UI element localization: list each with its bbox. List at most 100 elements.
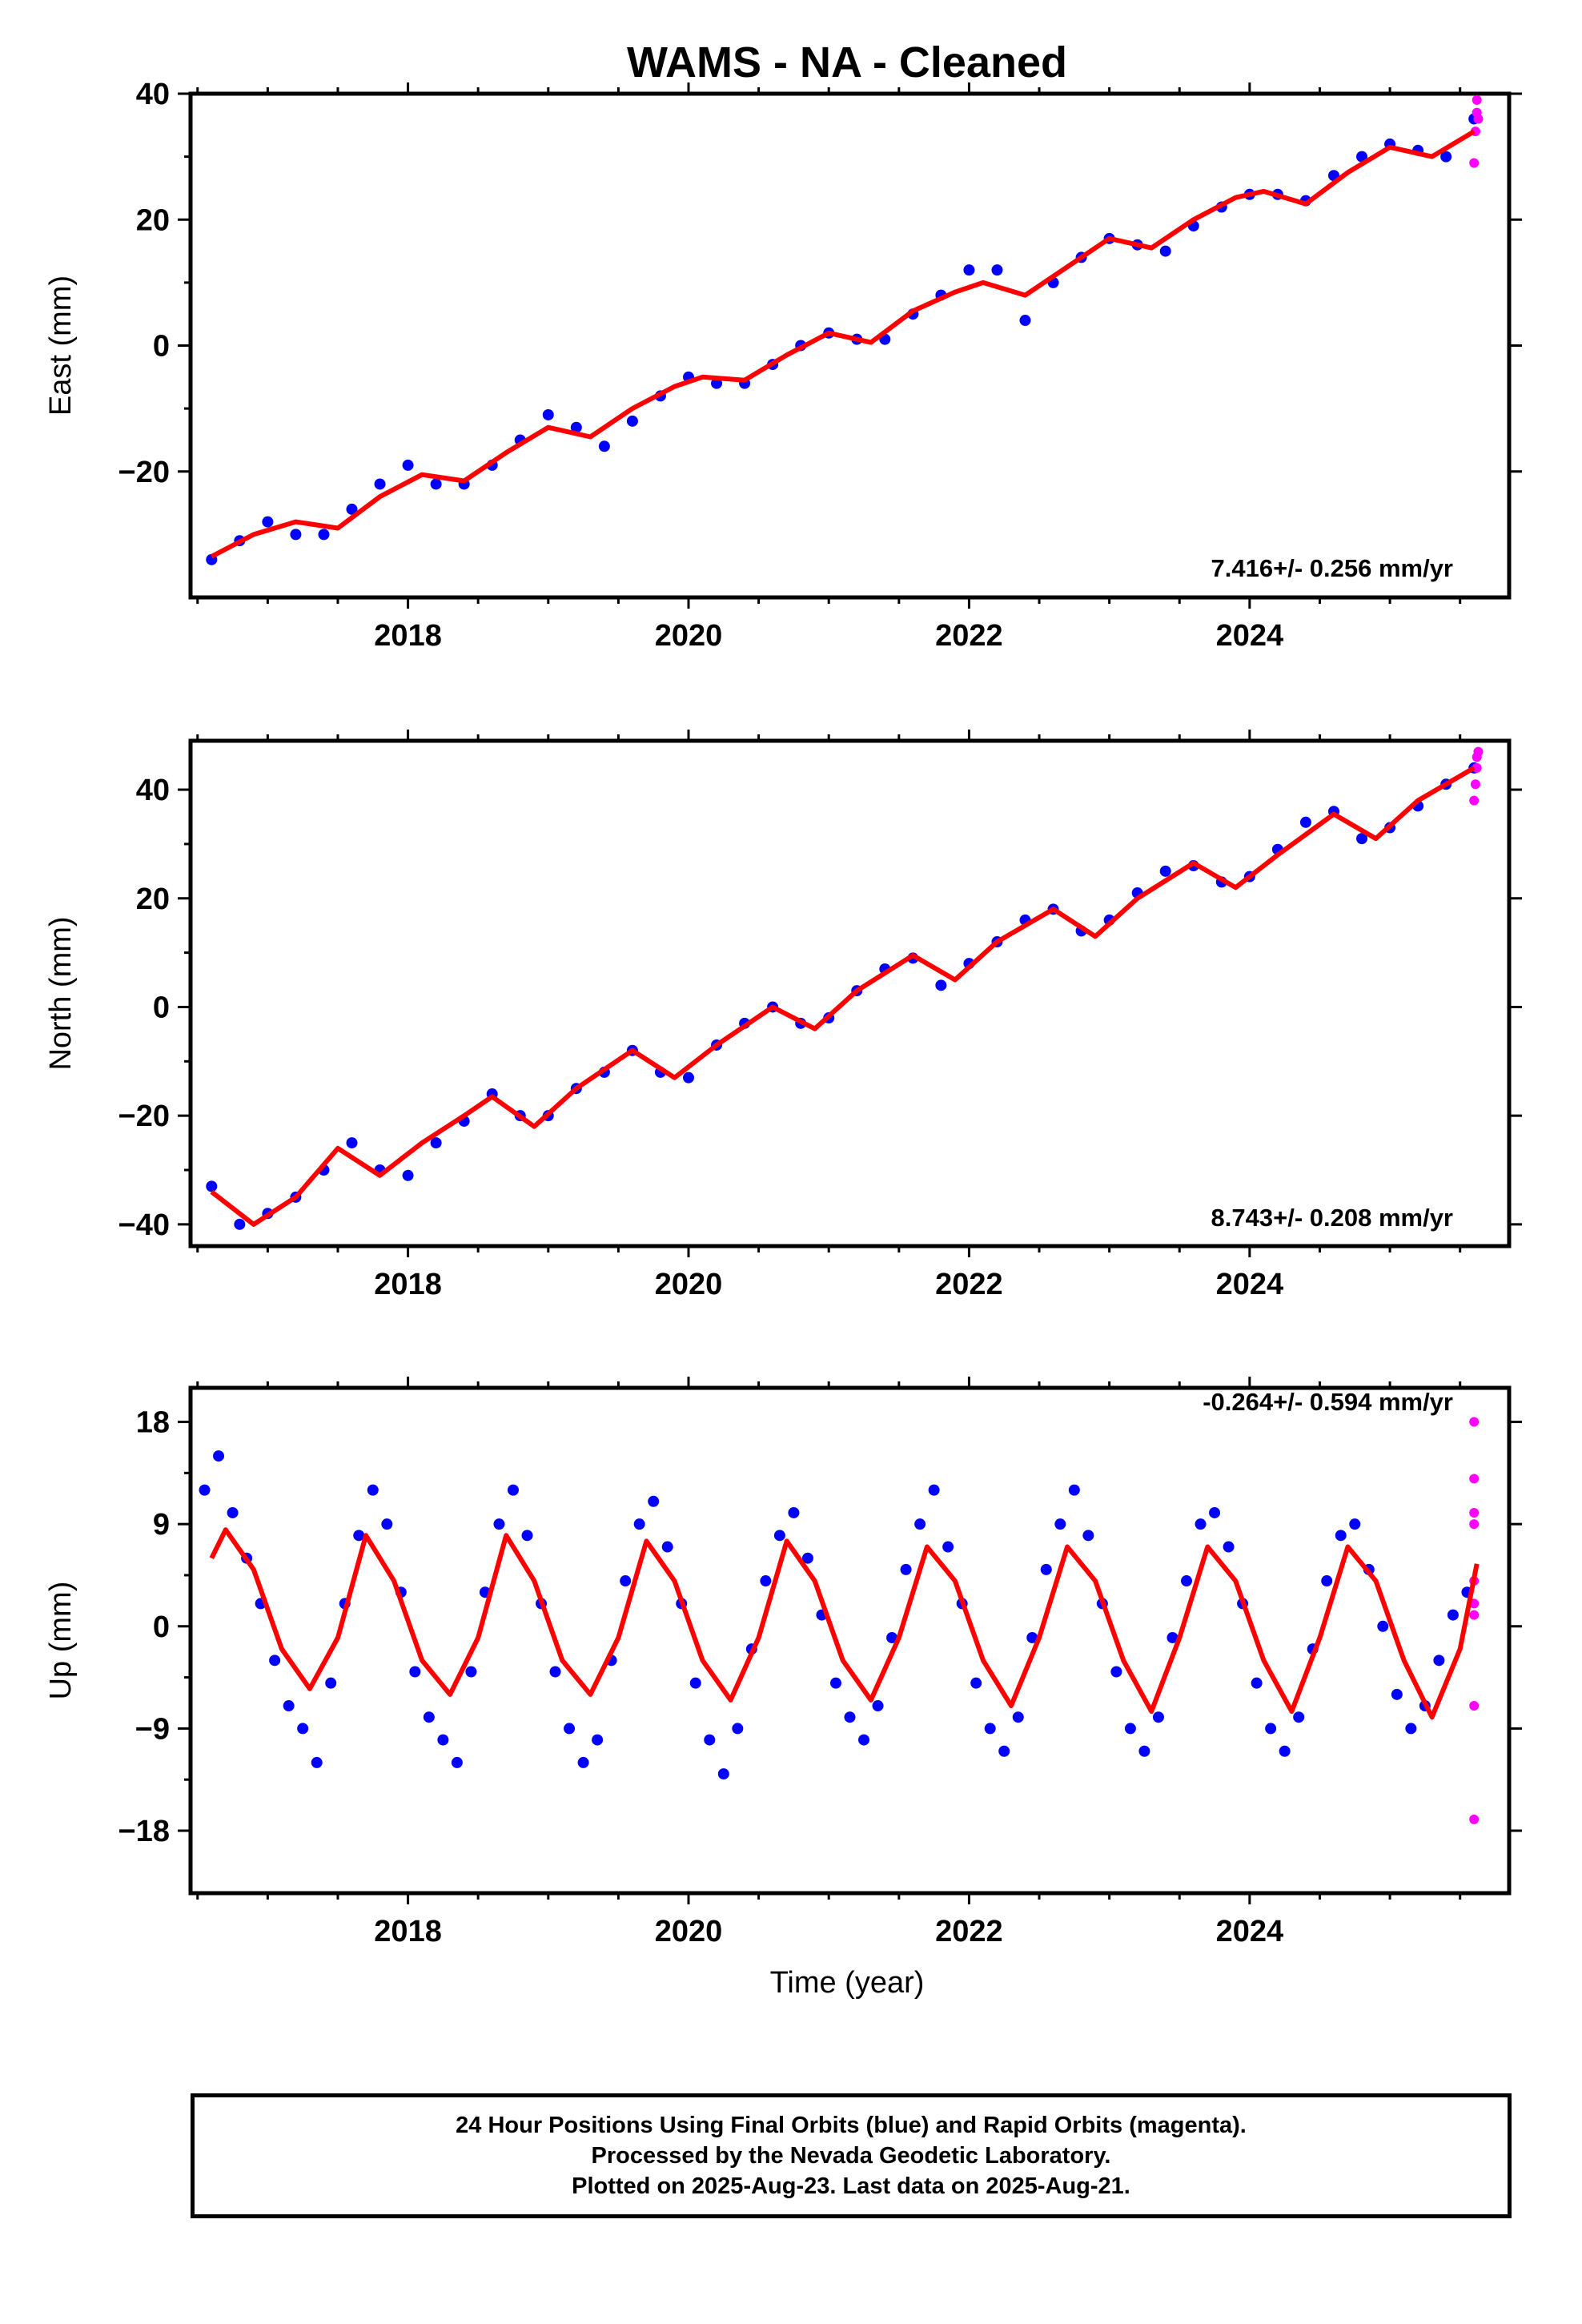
up-y-tick-label: −9 bbox=[135, 1712, 170, 1746]
up-final-point bbox=[788, 1506, 800, 1518]
up-y-axis-label: Up (mm) bbox=[44, 1582, 78, 1700]
up-final-point bbox=[928, 1484, 940, 1496]
up-final-point bbox=[633, 1518, 645, 1530]
up-final-point bbox=[493, 1518, 505, 1530]
north-x-tick-label: 2020 bbox=[655, 1268, 723, 1301]
up-final-point bbox=[521, 1530, 533, 1542]
up-final-point bbox=[564, 1723, 576, 1735]
up-final-point bbox=[1433, 1655, 1445, 1667]
north-final-point bbox=[1159, 865, 1171, 877]
up-final-point bbox=[1251, 1677, 1263, 1689]
up-x-tick-label: 2018 bbox=[374, 1915, 442, 1948]
east-model-line bbox=[210, 129, 1476, 559]
up-final-point bbox=[1195, 1518, 1207, 1530]
north-final-point bbox=[234, 1218, 246, 1230]
east-final-point bbox=[346, 503, 358, 515]
up-final-point bbox=[353, 1530, 365, 1542]
up-final-point bbox=[1265, 1723, 1277, 1735]
north-final-point bbox=[206, 1180, 218, 1192]
up-final-point bbox=[844, 1711, 856, 1723]
footer-line-3: Plotted on 2025-Aug-23. Last data on 202… bbox=[572, 2173, 1130, 2199]
up-final-point bbox=[1124, 1723, 1136, 1735]
up-final-point bbox=[437, 1734, 449, 1746]
north-x-tick-label: 2022 bbox=[935, 1268, 1003, 1301]
up-final-point bbox=[801, 1552, 813, 1564]
up-final-point bbox=[1223, 1541, 1235, 1553]
up-final-point bbox=[1012, 1711, 1024, 1723]
up-final-point bbox=[409, 1666, 421, 1678]
x-axis-label: Time (year) bbox=[770, 1966, 925, 2000]
up-x-tick-label: 2024 bbox=[1216, 1915, 1284, 1948]
north-final-point bbox=[683, 1072, 695, 1084]
up-final-point bbox=[199, 1484, 211, 1496]
up-model-line bbox=[209, 1527, 1480, 1720]
up-final-point bbox=[760, 1575, 772, 1587]
up-final-point bbox=[858, 1734, 870, 1746]
north-final-point bbox=[1299, 816, 1311, 828]
up-final-point bbox=[648, 1495, 660, 1507]
up-final-point bbox=[1166, 1631, 1178, 1643]
up-final-point bbox=[1377, 1620, 1389, 1632]
east-y-axis-label: East (mm) bbox=[44, 275, 78, 416]
up-y-tick-label: 9 bbox=[153, 1508, 170, 1542]
east-panel: 2018 2020 2022 2024 −20 0 20 40 East (mm) 7.416+/… bbox=[44, 78, 1522, 653]
up-final-point bbox=[984, 1723, 996, 1735]
east-y-tick-label: 20 bbox=[136, 203, 170, 237]
east-final-point bbox=[290, 529, 302, 541]
north-final-point bbox=[402, 1169, 414, 1181]
east-x-tick-label: 2018 bbox=[374, 619, 442, 653]
up-rapid-point bbox=[1469, 1474, 1480, 1484]
north-panel: 2018 2020 2022 2024 −40 −20 0 20 40 North (mm) 8.7… bbox=[44, 730, 1522, 1301]
east-x-tick-label: 2024 bbox=[1216, 619, 1284, 653]
up-panel: 2018 2020 2022 2024 −18 −9 0 9 18 Up (mm) -0.264+/… bbox=[44, 1377, 1522, 1948]
north-plot-frame bbox=[188, 738, 1512, 1248]
up-final-point bbox=[1138, 1745, 1150, 1757]
footer-box: 24 Hour Positions Using Final Orbits (bl… bbox=[191, 2093, 1512, 2218]
up-final-point bbox=[998, 1745, 1010, 1757]
east-x-tick-label: 2020 bbox=[655, 619, 723, 653]
north-rate-label: 8.743+/- 0.208 mm/yr bbox=[1211, 1204, 1453, 1232]
up-final-point bbox=[1026, 1631, 1038, 1643]
up-final-point bbox=[1181, 1575, 1193, 1587]
up-y-tick-label: 18 bbox=[136, 1406, 170, 1440]
up-final-point bbox=[872, 1700, 884, 1712]
up-rapid-point bbox=[1469, 1417, 1480, 1427]
up-final-point bbox=[451, 1756, 463, 1768]
up-final-point bbox=[689, 1677, 701, 1689]
footer-line-2: Processed by the Nevada Geodetic Laborat… bbox=[591, 2143, 1111, 2169]
up-rapid-point bbox=[1469, 1507, 1480, 1518]
up-rapid-point bbox=[1469, 1701, 1480, 1711]
up-final-point bbox=[325, 1677, 337, 1689]
up-final-point bbox=[620, 1575, 632, 1587]
up-final-point bbox=[367, 1484, 379, 1496]
north-y-axis-label: North (mm) bbox=[44, 916, 78, 1070]
up-final-point bbox=[717, 1768, 729, 1780]
up-x-tick-label: 2020 bbox=[655, 1915, 723, 1948]
up-final-point bbox=[1447, 1609, 1459, 1621]
up-final-point bbox=[661, 1541, 673, 1553]
up-final-point bbox=[704, 1734, 716, 1746]
up-final-point bbox=[1391, 1688, 1403, 1700]
up-final-point bbox=[732, 1723, 744, 1735]
east-final-point bbox=[1440, 151, 1452, 163]
up-final-point bbox=[1349, 1518, 1361, 1530]
north-y-tick-label: 0 bbox=[153, 991, 170, 1024]
east-y-tick-label: 0 bbox=[153, 330, 170, 364]
up-final-point bbox=[1321, 1575, 1333, 1587]
up-final-point bbox=[773, 1530, 785, 1542]
up-final-point bbox=[1209, 1506, 1221, 1518]
up-final-point bbox=[269, 1655, 281, 1667]
east-final-point bbox=[402, 459, 414, 471]
up-y-tick-label: −18 bbox=[118, 1815, 170, 1848]
east-rate-label: 7.416+/- 0.256 mm/yr bbox=[1211, 554, 1453, 582]
up-final-point bbox=[900, 1563, 912, 1575]
up-final-point bbox=[1040, 1563, 1052, 1575]
up-final-point bbox=[423, 1711, 435, 1723]
east-final-point bbox=[542, 408, 554, 420]
north-y-tick-label: −40 bbox=[118, 1208, 170, 1242]
up-plot-frame bbox=[188, 1385, 1512, 1896]
north-rapid-point bbox=[1469, 795, 1480, 806]
north-x-tick-label: 2018 bbox=[374, 1268, 442, 1301]
north-y-tick-label: 20 bbox=[136, 883, 170, 916]
